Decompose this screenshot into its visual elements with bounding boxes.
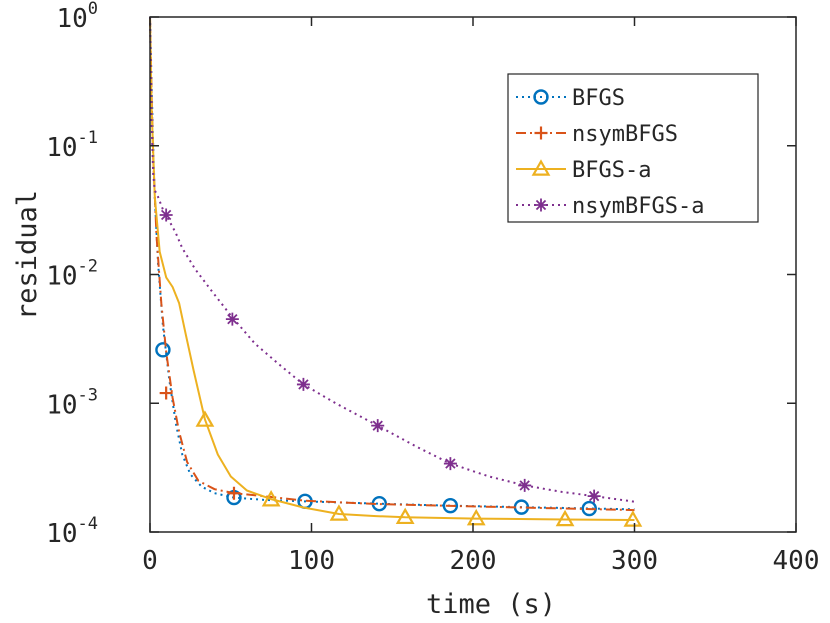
data-point-bfgs-a-6: [623, 510, 643, 527]
legend-item-nsymbfgs-a: nsymBFGS-a: [516, 194, 704, 219]
data-point-nsymbfgs-a-5: [518, 478, 532, 492]
y-tick-exponent: -1: [78, 128, 98, 148]
data-point-nsymbfgs-a-3: [371, 419, 385, 433]
legend-item-bfgs: BFGS: [516, 86, 625, 111]
legend-label: BFGS-a: [572, 158, 651, 183]
legend-marker-nsymbfgs-a: [534, 198, 548, 212]
data-point-nsymbfgs-a-2: [296, 377, 310, 391]
y-tick-base: 10: [46, 519, 77, 549]
y-tick-exponent: -3: [78, 385, 98, 405]
y-tick-label: 10-1: [46, 128, 98, 163]
y-tick-label: 10-3: [46, 385, 98, 420]
x-tick-label: 100: [288, 546, 335, 576]
data-point-nsymbfgs-a-4: [443, 457, 457, 471]
y-tick-exponent: -4: [78, 514, 98, 534]
data-point-nsymbfgs-0: [159, 386, 173, 400]
x-tick-label: 0: [142, 546, 158, 576]
series-line-bfgs-a: [149, 16, 635, 521]
y-tick-exponent: 0: [88, 0, 98, 19]
series-nsymbfgs: [149, 16, 635, 512]
y-tick-base: 10: [46, 390, 77, 420]
legend-item-nsymbfgs: nsymBFGS: [516, 122, 678, 147]
data-point-bfgs-a-1: [261, 490, 281, 507]
y-tick-base: 10: [46, 133, 77, 163]
series-layer: [149, 16, 643, 527]
legend-box: [507, 73, 759, 223]
series-bfgs-a: [149, 16, 643, 527]
data-point-bfgs-0: [155, 342, 171, 358]
y-axis-title: residual: [12, 190, 43, 320]
data-point-nsymbfgs-a-0: [159, 208, 173, 222]
x-axis-title: time (s): [426, 589, 556, 620]
data-point-nsymbfgs-1: [227, 486, 241, 500]
series-line-bfgs: [149, 16, 635, 511]
legend-marker-nsymbfgs: [534, 126, 548, 140]
data-point-bfgs-a-2: [329, 504, 349, 521]
y-tick-label: 10-4: [46, 514, 98, 549]
legend: BFGS nsymBFGS BFGS-a nsymBFGS-a: [507, 73, 759, 223]
legend-label: nsymBFGS: [572, 122, 678, 147]
series-line-nsymbfgs: [149, 16, 635, 512]
legend-item-bfgs-a: BFGS-a: [516, 158, 651, 183]
legend-label: nsymBFGS-a: [572, 194, 704, 219]
x-tick-label: 400: [773, 546, 820, 576]
series-nsymbfgs-a: [149, 16, 635, 503]
x-tick-label: 300: [611, 546, 658, 576]
y-tick-exponent: -2: [78, 257, 98, 277]
data-point-bfgs-a-5: [555, 509, 575, 527]
legend-marker-bfgs-a: [531, 159, 551, 176]
y-tick-label: 100: [56, 0, 98, 34]
data-point-nsymbfgs-a-6: [587, 489, 601, 503]
data-point-bfgs-4: [442, 498, 459, 514]
y-tick-base: 10: [56, 4, 87, 34]
y-tick-label: 10-2: [46, 257, 98, 292]
data-point-nsymbfgs-a-1: [225, 312, 239, 326]
x-tick-label: 200: [450, 546, 497, 576]
y-tick-base: 10: [46, 262, 77, 292]
data-point-bfgs-a-3: [395, 507, 415, 525]
legend-entries: BFGS nsymBFGS BFGS-a nsymBFGS-a: [516, 86, 704, 219]
data-point-bfgs-a-4: [466, 508, 486, 526]
legend-marker-bfgs: [533, 89, 549, 105]
data-point-bfgs-a-0: [195, 410, 215, 427]
legend-label: BFGS: [572, 86, 625, 111]
